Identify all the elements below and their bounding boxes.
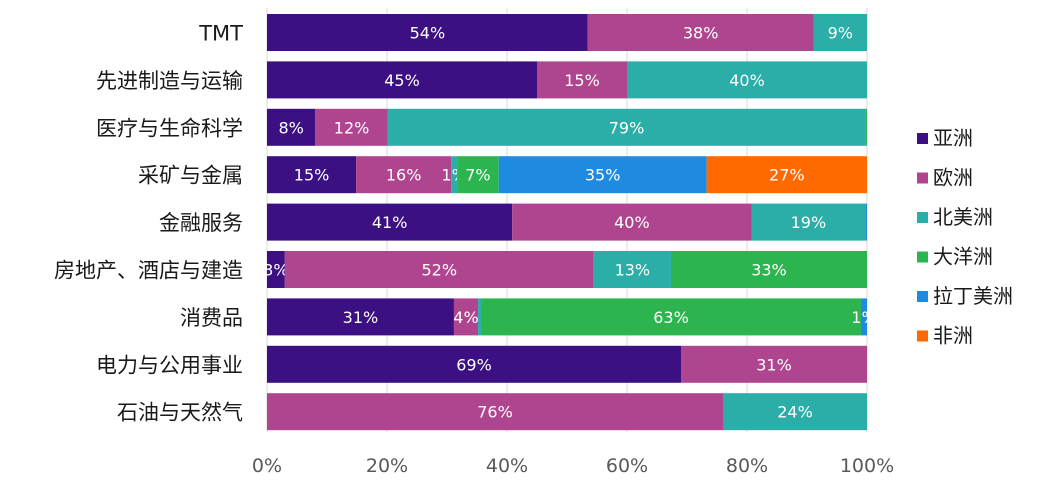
x-tick-label: 60% (606, 455, 648, 477)
bar-segment (267, 298, 454, 336)
legend-swatch (917, 172, 928, 184)
data-label: 63% (653, 308, 689, 327)
bar-segment (865, 203, 867, 241)
category-label: 石油与天然气 (117, 401, 243, 425)
bar-segment (267, 345, 681, 383)
bar-segment (478, 298, 482, 336)
bar-segment (512, 203, 752, 241)
data-label: 15% (294, 166, 330, 185)
data-label: 27% (769, 166, 805, 185)
legend-swatch (917, 133, 928, 144)
legend-label: 大洋洲 (933, 245, 993, 269)
category-label: TMT (198, 22, 243, 46)
data-label: 52% (421, 261, 457, 280)
legend-label: 亚洲 (933, 126, 973, 150)
category-label: 采矿与金属 (138, 164, 243, 188)
bar-segment (267, 393, 723, 431)
bar-segment (587, 14, 814, 51)
data-label: 38% (683, 24, 719, 43)
bar-segment (723, 393, 867, 431)
data-label: 69% (456, 355, 492, 374)
legend-label: 北美洲 (933, 205, 993, 229)
bars: 54% 38% 9% 45% 15% 40% 8% 12% 79% 15% 16% 1% 7% 35% 27… (263, 14, 877, 431)
category-label: 金融服务 (159, 211, 243, 235)
legend-label: 欧洲 (933, 166, 973, 190)
legend-label: 非洲 (933, 324, 973, 348)
bar-segment (356, 156, 452, 194)
bar-segment (670, 251, 867, 288)
x-tick-label: 20% (366, 455, 408, 477)
data-label: 13% (615, 261, 651, 280)
x-tick-label: 40% (486, 455, 528, 477)
x-tick-label: 0% (252, 455, 282, 477)
data-label: 45% (384, 71, 420, 90)
data-label: 31% (343, 308, 379, 327)
data-label: 54% (410, 24, 446, 43)
bar-segment (627, 61, 867, 99)
legend-label: 拉丁美洲 (933, 284, 1013, 308)
x-tick-label: 80% (726, 455, 768, 477)
data-label: 24% (777, 403, 813, 422)
data-label: 76% (477, 403, 513, 422)
data-label: 19% (791, 213, 827, 232)
bar-segment (481, 298, 861, 336)
bar-segment (387, 108, 866, 146)
bar-segment (267, 156, 357, 194)
data-label: 41% (372, 213, 408, 232)
bar-segment (865, 108, 867, 146)
category-label: 电力与公用事业 (96, 353, 243, 377)
x-axis-ticks: 0% 20% 40% 60% 80% 100% (252, 455, 894, 477)
data-label: 4% (453, 308, 478, 327)
category-labels: TMT 先进制造与运输医疗与生命科学采矿与金属金融服务房地产、酒店与建造消费品电力… (54, 22, 243, 425)
data-label: 33% (751, 261, 787, 280)
data-label: 40% (729, 71, 765, 90)
bar-segment (457, 156, 499, 194)
data-label: 9% (828, 24, 853, 43)
data-label: 79% (609, 118, 645, 137)
bar-segment (267, 251, 285, 288)
bar-segment (267, 108, 316, 146)
bar-segment (813, 14, 867, 51)
data-label: 8% (278, 118, 303, 137)
data-label: 15% (564, 71, 600, 90)
legend-swatch (917, 251, 928, 263)
bar-segment (498, 156, 707, 194)
data-label: 35% (585, 166, 621, 185)
bar-segment (267, 14, 588, 51)
category-label: 消费品 (180, 306, 243, 330)
data-label: 31% (756, 355, 792, 374)
data-label: 3% (263, 261, 288, 280)
bar-segment (706, 156, 867, 194)
bar-segment (315, 108, 388, 146)
bar-segment (267, 61, 537, 99)
data-label: 40% (614, 213, 650, 232)
bar-segment (681, 345, 867, 383)
legend-swatch (917, 330, 928, 342)
bar-segment (751, 203, 866, 241)
data-label: 12% (334, 118, 370, 137)
bar-segment (860, 298, 867, 336)
category-label: 医疗与生命科学 (96, 116, 243, 140)
category-label: 房地产、酒店与建造 (54, 259, 243, 283)
x-tick-label: 100% (840, 455, 894, 477)
category-label: 先进制造与运输 (96, 69, 243, 93)
bar-segment (537, 61, 627, 99)
data-label: 7% (465, 166, 490, 185)
bar-segment (593, 251, 671, 288)
bar-segment (453, 298, 479, 336)
bar-segment (451, 156, 458, 194)
data-label: 16% (386, 166, 422, 185)
bar-segment (284, 251, 594, 288)
legend-swatch (917, 291, 928, 302)
bar-segment (267, 203, 513, 241)
legend-swatch (917, 212, 928, 223)
data-label: 1% (851, 308, 876, 327)
